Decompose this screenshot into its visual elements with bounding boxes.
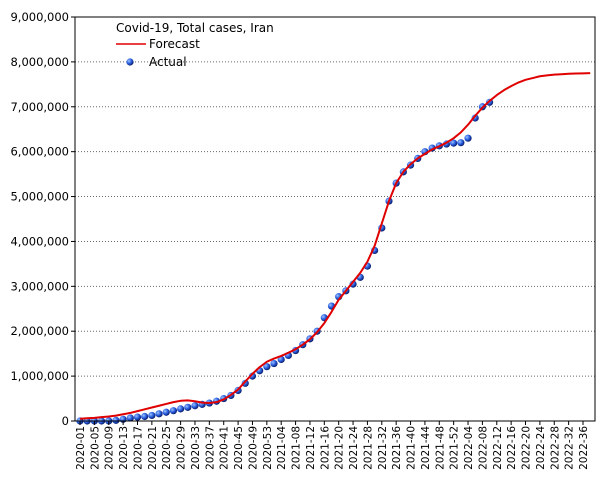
x-tick-label: 2022-20 bbox=[521, 426, 533, 470]
data-point bbox=[349, 280, 357, 288]
x-tick-label: 2020-53 bbox=[262, 426, 274, 470]
data-point bbox=[126, 414, 134, 422]
forecast-line bbox=[79, 72, 591, 420]
x-tick-label: 2021-44 bbox=[420, 426, 432, 470]
data-point bbox=[148, 411, 156, 420]
x-tick-label: 2020-09 bbox=[104, 426, 116, 470]
y-tick-label: 8,000,000 bbox=[10, 55, 69, 69]
data-point bbox=[464, 134, 472, 142]
data-point bbox=[162, 408, 170, 416]
x-tick-label: 2022-16 bbox=[506, 426, 518, 470]
x-tick-label: 2020-17 bbox=[132, 426, 144, 470]
x-tick-label: 2022-24 bbox=[535, 426, 547, 470]
legend-label: Forecast bbox=[149, 37, 200, 51]
y-tick-label: 3,000,000 bbox=[10, 279, 69, 293]
data-point bbox=[184, 403, 192, 411]
x-tick-label: 2020-01 bbox=[75, 426, 87, 470]
y-tick-label: 4,000,000 bbox=[10, 234, 69, 248]
data-point bbox=[270, 359, 278, 368]
x-tick-label: 2020-49 bbox=[247, 426, 259, 470]
x-tick-label: 2020-45 bbox=[233, 426, 245, 470]
x-tick-label: 2021-16 bbox=[319, 426, 331, 470]
data-point bbox=[263, 363, 271, 371]
x-tick-label: 2021-48 bbox=[434, 426, 446, 470]
y-tick-label: 1,000,000 bbox=[10, 369, 69, 383]
data-point bbox=[248, 372, 257, 380]
data-point bbox=[155, 410, 163, 418]
data-point bbox=[241, 379, 249, 387]
legend-title: Covid-19, Total cases, Iran bbox=[116, 21, 274, 35]
y-tick-label: 0 bbox=[62, 414, 69, 428]
data-point bbox=[277, 355, 285, 364]
data-point bbox=[133, 413, 142, 421]
x-tick-label: 2022-32 bbox=[564, 426, 576, 470]
x-tick-label: 2020-21 bbox=[147, 426, 159, 470]
y-tick-label: 5,000,000 bbox=[10, 190, 69, 204]
y-tick-label: 9,000,000 bbox=[10, 10, 69, 24]
legend-label: Actual bbox=[149, 55, 187, 69]
data-point bbox=[471, 114, 479, 122]
data-point bbox=[191, 402, 199, 410]
x-tick-label: 2020-37 bbox=[204, 426, 216, 470]
x-tick-label: 2020-33 bbox=[190, 426, 202, 470]
legend: Covid-19, Total cases, Iran Forecast Actu… bbox=[116, 21, 274, 69]
data-point bbox=[169, 407, 178, 415]
y-tick-label: 2,000,000 bbox=[10, 324, 69, 338]
data-point bbox=[450, 139, 458, 147]
x-tick-label: 2022-12 bbox=[492, 426, 504, 470]
x-tick-label: 2020-29 bbox=[176, 426, 188, 470]
x-tick-label: 2021-24 bbox=[348, 426, 360, 470]
x-tick-label: 2021-12 bbox=[305, 426, 317, 470]
data-point bbox=[457, 139, 465, 147]
x-tick-label: 2022-36 bbox=[578, 426, 590, 470]
x-tick-label: 2021-04 bbox=[276, 426, 288, 470]
x-tick-label: 2020-41 bbox=[219, 426, 231, 470]
x-tick-label: 2021-40 bbox=[406, 426, 418, 470]
x-tick-label: 2021-32 bbox=[377, 426, 389, 470]
plot-area bbox=[76, 72, 591, 425]
x-tick-label: 2021-36 bbox=[391, 426, 403, 470]
x-tick-label: 2021-08 bbox=[291, 426, 303, 470]
legend-marker bbox=[126, 58, 134, 66]
x-tick-label: 2020-13 bbox=[118, 426, 130, 470]
data-point bbox=[112, 416, 120, 424]
x-tick-label: 2021-20 bbox=[334, 426, 346, 470]
y-tick-label: 7,000,000 bbox=[10, 100, 69, 114]
x-tick-label: 2020-05 bbox=[89, 426, 101, 470]
data-point bbox=[141, 412, 149, 421]
x-tick-label: 2021-52 bbox=[449, 426, 461, 470]
data-point bbox=[177, 405, 185, 413]
x-tick-label: 2022-08 bbox=[477, 426, 489, 470]
x-tick-label: 2022-28 bbox=[549, 426, 561, 470]
x-tick-label: 2022-04 bbox=[463, 426, 475, 470]
x-tick-label: 2020-25 bbox=[161, 426, 173, 470]
grid bbox=[75, 16, 595, 422]
x-tick-label: 2021-28 bbox=[362, 426, 374, 470]
plot-frame bbox=[74, 16, 596, 422]
y-tick-label: 6,000,000 bbox=[10, 145, 69, 159]
